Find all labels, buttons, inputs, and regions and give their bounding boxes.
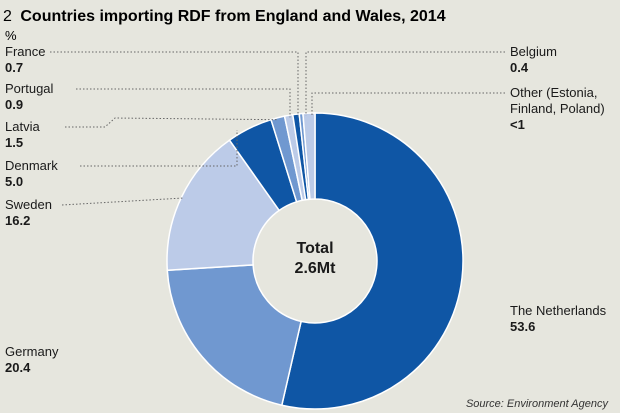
label-name-france: France	[5, 44, 45, 59]
label-value-sweden: 16.2	[5, 213, 30, 228]
center-total-label: Total	[296, 240, 333, 257]
leader-latvia	[65, 117, 279, 128]
label-name-belgium: Belgium	[510, 44, 557, 59]
label-value-germany: 20.4	[5, 360, 31, 375]
slice-sweden	[166, 139, 281, 272]
label-name-denmark: Denmark	[5, 158, 58, 173]
label-name-germany: Germany	[5, 344, 59, 359]
leader-sweden	[61, 197, 184, 206]
source-note: Source: Environment Agency	[466, 398, 610, 410]
label-value-latvia: 1.5	[5, 135, 23, 150]
slice-the-netherlands	[280, 112, 464, 410]
leader-belgium	[305, 51, 505, 116]
donut-slices	[166, 112, 464, 410]
label-value-portugal: 0.9	[5, 97, 23, 112]
label-value-france: 0.7	[5, 60, 23, 75]
chart-title-text: Countries importing RDF from England and…	[20, 8, 445, 25]
label-value-the-netherlands: 53.6	[510, 319, 535, 334]
unit-label: %	[5, 28, 17, 43]
leader-portugal	[76, 88, 291, 118]
label-name-sweden: Sweden	[5, 197, 52, 212]
label-name-the-netherlands: The Netherlands	[510, 303, 607, 318]
chart-title: 2 Countries importing RDF from England a…	[3, 8, 446, 25]
leader-france	[50, 51, 299, 117]
label-value-denmark: 5.0	[5, 174, 23, 189]
label-value-belgium: 0.4	[510, 60, 529, 75]
leader-other-estonia-finland-poland	[311, 92, 505, 116]
label-name-other-estonia-finland-poland: Other (Estonia, Finland, Poland)	[510, 85, 605, 116]
label-name-latvia: Latvia	[5, 119, 40, 134]
leader-lines	[50, 51, 505, 206]
slice-germany	[166, 264, 302, 407]
center-total-value: 2.6Mt	[295, 260, 337, 277]
label-name-portugal: Portugal	[5, 81, 54, 96]
figure-number: 2	[3, 8, 12, 25]
label-value-other-estonia-finland-poland: <1	[510, 117, 525, 132]
slice-other-estonia-finland-poland	[302, 112, 316, 201]
